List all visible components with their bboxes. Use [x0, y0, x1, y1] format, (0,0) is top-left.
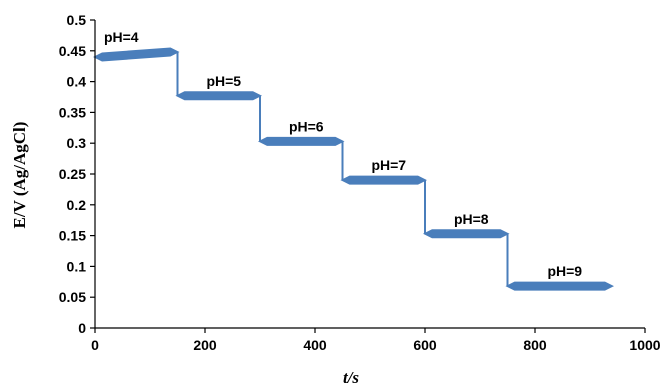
- segment-ph-6: [258, 136, 345, 146]
- ph-annotation: pH=8: [454, 211, 489, 227]
- y-axis-title: E/V (Ag/AgCl): [10, 122, 29, 229]
- y-tick-label: 0.4: [67, 74, 87, 90]
- x-tick-label: 600: [413, 337, 437, 353]
- plot-area: [93, 47, 614, 291]
- y-tick-label: 0.15: [59, 228, 86, 244]
- x-tick-label: 1000: [629, 337, 660, 353]
- ph-annotation: pH=4: [104, 29, 139, 45]
- segment-ph-5: [175, 91, 262, 101]
- x-tick-label: 0: [91, 337, 99, 353]
- y-tick-label: 0.5: [67, 12, 87, 28]
- y-tick-label: 0.35: [59, 104, 86, 120]
- y-tick-label: 0.3: [67, 135, 87, 151]
- segment-ph-7: [340, 175, 427, 185]
- ph-annotation: pH=5: [206, 73, 241, 89]
- y-tick-label: 0.2: [67, 197, 87, 213]
- segment-ph-8: [423, 229, 510, 239]
- x-axis-title: t/s: [343, 368, 359, 385]
- x-tick-label: 800: [523, 337, 547, 353]
- x-tick-label: 200: [193, 337, 217, 353]
- segment-ph-9: [505, 281, 614, 291]
- segment-ph-4: [93, 47, 180, 62]
- y-tick-label: 0.1: [67, 258, 87, 274]
- y-tick-label: 0.05: [59, 289, 86, 305]
- labels: 0 0.05 0.1 0.15 0.2 0.25 0.3 0.35 0.4 0.45 0.5 0 200…: [59, 12, 661, 353]
- y-tick-label: 0: [78, 320, 86, 336]
- ph-annotation: pH=6: [289, 118, 324, 134]
- ph-annotation: pH=7: [371, 157, 406, 173]
- axes: [90, 19, 646, 333]
- x-tick-label: 400: [303, 337, 327, 353]
- y-tick-label: 0.45: [59, 43, 86, 59]
- ph-annotation: pH=9: [547, 263, 582, 279]
- y-tick-label: 0.25: [59, 166, 86, 182]
